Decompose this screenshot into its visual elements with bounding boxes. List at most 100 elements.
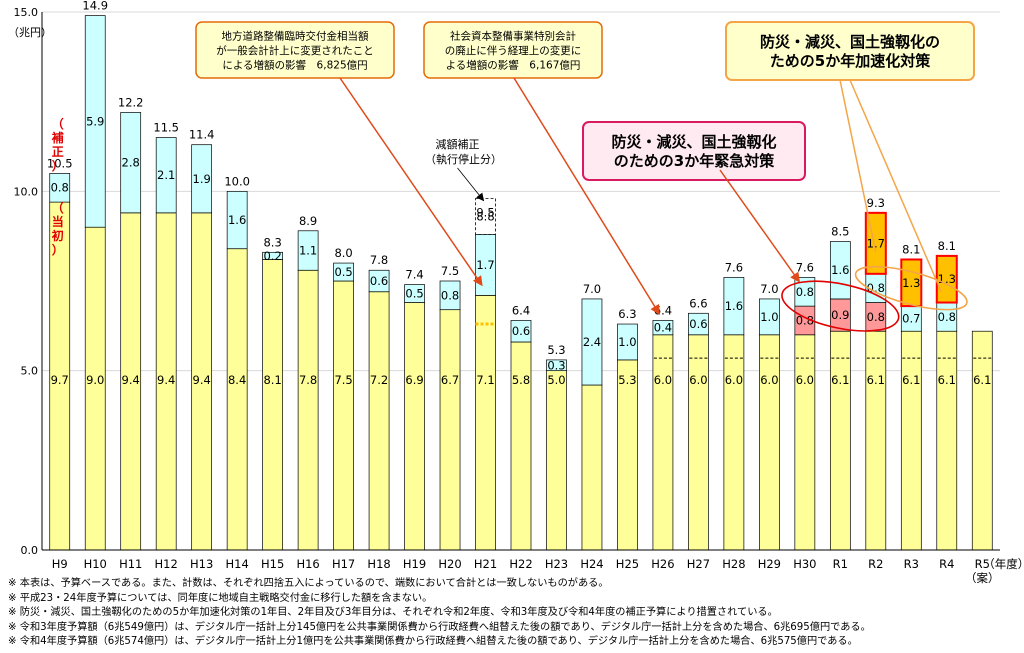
callout-tokubetsu-text: よる増額の影響 6,167億円 [446, 58, 581, 71]
bar-segment-hosei [49, 173, 71, 203]
bar-segment-hosei [191, 144, 213, 214]
y-tick-label: 0.0 [21, 544, 39, 557]
footnotes: ※ 本表は、予算ベースである。また、計数は、それぞれ四捨五入によっているので、端… [8, 577, 1018, 650]
callout-tokurei-text: が一般会計計上に変更されたこと [216, 44, 374, 57]
bar-segment-hosei [581, 298, 603, 386]
segment-value-label: 6.1 [831, 373, 849, 387]
total-value-label: 8.0 [334, 246, 352, 260]
callout-3nen-text: のための3か年緊急対策 [614, 152, 775, 170]
total-value-label: 10.5 [47, 156, 73, 170]
segment-value-label: 0.2 [263, 249, 281, 263]
x-tick-label: R1 [833, 557, 848, 571]
x-tick-label: H30 [793, 557, 816, 571]
bar-segment-hosei [759, 298, 780, 336]
total-value-label: 7.0 [583, 282, 601, 296]
bar-segment-toshou [688, 334, 709, 551]
bar-segment-toshou [368, 291, 390, 551]
callout-3nen-box [582, 121, 806, 181]
segment-value-label: 6.9 [405, 373, 423, 387]
segment-value-label: 0.8 [867, 281, 885, 295]
segment-value-label: 0.4 [654, 321, 672, 335]
x-tick-label: H13 [190, 557, 213, 571]
segment-value-label: 6.1 [938, 373, 956, 387]
segment-value-label: 6.1 [973, 373, 991, 387]
bar-segment-hosei [794, 277, 816, 307]
segment-value-label: 2.4 [583, 335, 601, 349]
segment-value-label: 6.7 [441, 373, 459, 387]
segment-value-label: 6.0 [689, 373, 707, 387]
bar-segment-hosei [439, 280, 461, 311]
segment-value-label: 0.5 [334, 265, 352, 279]
bar-segment-hosei [368, 269, 390, 293]
callout-tokurei-text: による増額の影響 6,825億円 [222, 58, 367, 71]
segment-value-label: 6.0 [760, 373, 778, 387]
x-tick-label: H29 [758, 557, 781, 571]
segment-value-label: 0.8 [796, 285, 814, 299]
segment-value-label: 7.8 [299, 373, 317, 387]
callout-5nen-text: 防災・減災、国土強靱化の [760, 33, 940, 51]
total-value-label: 7.0 [760, 282, 778, 296]
x-tick-label: R5 [975, 557, 990, 571]
segment-value-label: 0.8 [51, 181, 69, 195]
toshou-side-label: 当 [52, 214, 64, 229]
callout-arrow [513, 77, 660, 315]
x-tick-label: H15 [261, 557, 284, 571]
footnote: ※ 防災・減災、国土強靱化のための5か年加速化対策の1年目、2年目及び3年目分は… [8, 607, 778, 619]
bar-segment-hosei [120, 112, 142, 214]
total-value-label: 7.6 [796, 260, 814, 274]
segment-value-label: 0.8 [441, 288, 459, 302]
bar-segment-toshou [723, 334, 745, 551]
segment-value-label: 5.0 [547, 373, 565, 387]
bar-segment-toshou [617, 359, 638, 551]
segment-value-label: 9.0 [86, 373, 104, 387]
x-tick-label: H12 [155, 557, 178, 571]
x-tick-label: H10 [84, 557, 107, 571]
bar-segment-toshou [226, 248, 248, 551]
x-tick-label: H19 [403, 557, 426, 571]
y-tick-label: 15.0 [14, 6, 39, 19]
x-tick-label: R3 [904, 557, 919, 571]
x-tick-label: H22 [509, 557, 532, 571]
x-tick-label: H11 [119, 557, 142, 571]
x-tick-label: H27 [687, 557, 710, 571]
segment-value-label: 9.4 [157, 373, 175, 387]
hosei-side-label: 正 [52, 145, 64, 159]
segment-value-label: 9.4 [122, 373, 140, 387]
segment-value-label: 1.6 [831, 263, 849, 277]
total-value-label: 8.3 [263, 235, 281, 249]
callout-arrow [339, 77, 483, 287]
segment-value-label: 0.3 [547, 358, 565, 372]
segment-value-label: 0.8 [796, 313, 814, 327]
h21-cut-dashed-box [475, 198, 496, 235]
bar-segment-hosei [262, 251, 283, 260]
segment-value-label: 0.6 [689, 317, 707, 331]
segment-value-label: 5.9 [86, 114, 104, 128]
x-tick-label: H9 [52, 557, 68, 571]
segment-value-label: 6.0 [796, 373, 814, 387]
segment-value-label: 0.8 [867, 310, 885, 324]
segment-value-label: 9.4 [193, 373, 211, 387]
callout-tokurei-box [195, 21, 395, 79]
bar-segment-hosei [617, 323, 638, 361]
bar-segment-hosei [652, 320, 674, 336]
segment-value-label: 5.3 [618, 373, 636, 387]
segment-value-label: 0.6 [512, 324, 530, 338]
segment-value-label: 7.1 [476, 373, 494, 387]
x-tick-label: H24 [580, 557, 603, 571]
total-value-label: 6.6 [689, 296, 707, 310]
bar-segment-toshou [652, 334, 674, 551]
total-value-label: 10.0 [224, 174, 250, 188]
segment-value-label: 6.1 [902, 373, 920, 387]
total-value-label: 12.2 [118, 95, 144, 109]
callout-tokurei-text: 地方道路整備臨時交付金相当額 [222, 29, 369, 42]
x-axis-suffix-label: （年度） [983, 557, 1024, 571]
segment-value-label: 8.4 [228, 373, 246, 387]
bar-segment-toshou [546, 370, 567, 551]
segment-value-label: 1.0 [760, 310, 778, 324]
total-value-label: 5.3 [547, 343, 565, 357]
segment-value-label: 1.6 [228, 213, 246, 227]
toshou-side-label: （ [52, 200, 64, 215]
bar-segment-toshou [900, 330, 922, 551]
callout-3nen-text: 防災・減災、国土強靱化 [611, 133, 776, 151]
bar-segment-hosei [688, 312, 709, 336]
